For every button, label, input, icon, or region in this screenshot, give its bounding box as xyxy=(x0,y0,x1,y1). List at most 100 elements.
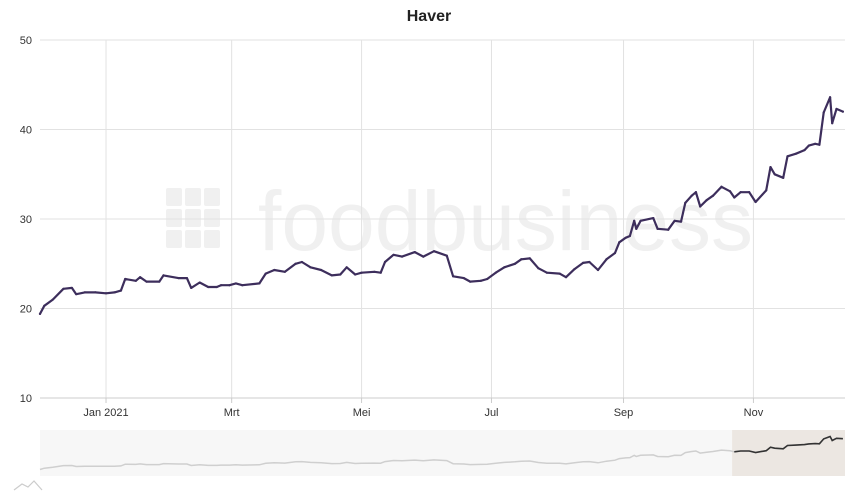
data-point[interactable] xyxy=(635,227,638,230)
navigator-handle-icon[interactable] xyxy=(13,480,43,491)
data-point[interactable] xyxy=(733,196,736,199)
data-point[interactable] xyxy=(581,261,585,264)
data-point[interactable] xyxy=(273,268,276,272)
data-point[interactable] xyxy=(754,200,757,204)
data-point[interactable] xyxy=(339,273,342,276)
data-point[interactable] xyxy=(432,250,436,253)
data-point[interactable] xyxy=(373,270,376,273)
data-point[interactable] xyxy=(769,165,772,169)
data-point[interactable] xyxy=(765,189,768,192)
data-point[interactable] xyxy=(652,217,655,220)
data-point[interactable] xyxy=(119,289,123,292)
data-point[interactable] xyxy=(400,255,404,258)
data-point[interactable] xyxy=(219,284,223,287)
data-point[interactable] xyxy=(228,284,231,287)
data-point[interactable] xyxy=(786,155,789,158)
data-point[interactable] xyxy=(75,293,78,296)
data-point[interactable] xyxy=(198,281,201,284)
data-point[interactable] xyxy=(639,219,642,222)
data-point[interactable] xyxy=(469,280,472,283)
data-point[interactable] xyxy=(360,271,363,274)
data-point[interactable] xyxy=(573,268,576,271)
data-point[interactable] xyxy=(690,194,693,197)
data-point[interactable] xyxy=(158,280,161,283)
data-point[interactable] xyxy=(588,260,591,264)
data-point[interactable] xyxy=(628,234,632,238)
data-point[interactable] xyxy=(748,191,751,194)
data-point[interactable] xyxy=(835,107,838,111)
data-point[interactable] xyxy=(51,298,54,301)
data-point[interactable] xyxy=(124,277,127,281)
data-point[interactable] xyxy=(528,257,531,260)
data-point[interactable] xyxy=(828,96,832,99)
data-point[interactable] xyxy=(83,291,86,294)
data-point[interactable] xyxy=(94,291,97,294)
data-point[interactable] xyxy=(413,251,416,254)
data-point[interactable] xyxy=(803,148,806,152)
data-point[interactable] xyxy=(545,271,548,274)
range-navigator[interactable] xyxy=(13,430,845,491)
data-point[interactable] xyxy=(145,280,148,283)
data-point[interactable] xyxy=(513,262,517,265)
data-point[interactable] xyxy=(215,285,218,289)
data-point[interactable] xyxy=(605,258,608,261)
data-point[interactable] xyxy=(207,285,210,289)
data-point[interactable] xyxy=(841,110,844,113)
data-point[interactable] xyxy=(241,284,244,287)
data-point[interactable] xyxy=(667,228,670,231)
data-point[interactable] xyxy=(379,271,382,274)
data-point[interactable] xyxy=(520,258,523,261)
data-point[interactable] xyxy=(162,274,165,277)
data-point[interactable] xyxy=(699,205,702,208)
data-point[interactable] xyxy=(234,282,238,285)
data-point[interactable] xyxy=(728,190,732,193)
data-point[interactable] xyxy=(330,274,333,277)
data-point[interactable] xyxy=(558,272,561,275)
data-point[interactable] xyxy=(814,142,817,145)
data-point[interactable] xyxy=(794,152,798,155)
data-point[interactable] xyxy=(720,185,723,188)
data-point[interactable] xyxy=(694,191,698,194)
data-point[interactable] xyxy=(822,111,825,114)
data-point[interactable] xyxy=(773,173,776,176)
data-point[interactable] xyxy=(537,267,540,270)
data-point[interactable] xyxy=(345,266,348,269)
data-point[interactable] xyxy=(258,282,261,285)
data-point[interactable] xyxy=(383,260,387,264)
data-point[interactable] xyxy=(264,272,267,275)
data-point[interactable] xyxy=(294,262,297,265)
data-point[interactable] xyxy=(831,122,834,125)
data-point[interactable] xyxy=(684,201,687,204)
data-point[interactable] xyxy=(320,268,323,272)
data-point[interactable] xyxy=(190,286,193,290)
data-point[interactable] xyxy=(177,276,180,280)
data-point[interactable] xyxy=(807,144,810,147)
data-point[interactable] xyxy=(43,304,46,307)
data-point[interactable] xyxy=(494,271,497,274)
data-point[interactable] xyxy=(486,277,489,281)
data-point[interactable] xyxy=(503,266,506,269)
data-point[interactable] xyxy=(818,143,821,146)
data-point[interactable] xyxy=(462,276,465,280)
data-point[interactable] xyxy=(596,268,600,272)
data-point[interactable] xyxy=(739,191,742,194)
data-point[interactable] xyxy=(283,270,287,273)
data-point[interactable] xyxy=(624,236,627,239)
data-point[interactable] xyxy=(452,275,455,278)
data-point[interactable] xyxy=(62,287,65,290)
data-point[interactable] xyxy=(300,260,304,264)
data-point[interactable] xyxy=(138,276,142,279)
data-point[interactable] xyxy=(679,220,683,223)
data-point[interactable] xyxy=(422,255,425,258)
data-point[interactable] xyxy=(38,312,42,315)
data-point[interactable] xyxy=(782,176,785,179)
data-point[interactable] xyxy=(618,241,621,244)
data-point[interactable] xyxy=(705,199,708,202)
data-point[interactable] xyxy=(134,279,137,282)
data-point[interactable] xyxy=(673,219,676,222)
data-point[interactable] xyxy=(633,219,636,222)
data-point[interactable] xyxy=(70,286,74,290)
data-point[interactable] xyxy=(564,276,568,279)
data-point[interactable] xyxy=(185,276,189,280)
data-point[interactable] xyxy=(479,279,482,282)
